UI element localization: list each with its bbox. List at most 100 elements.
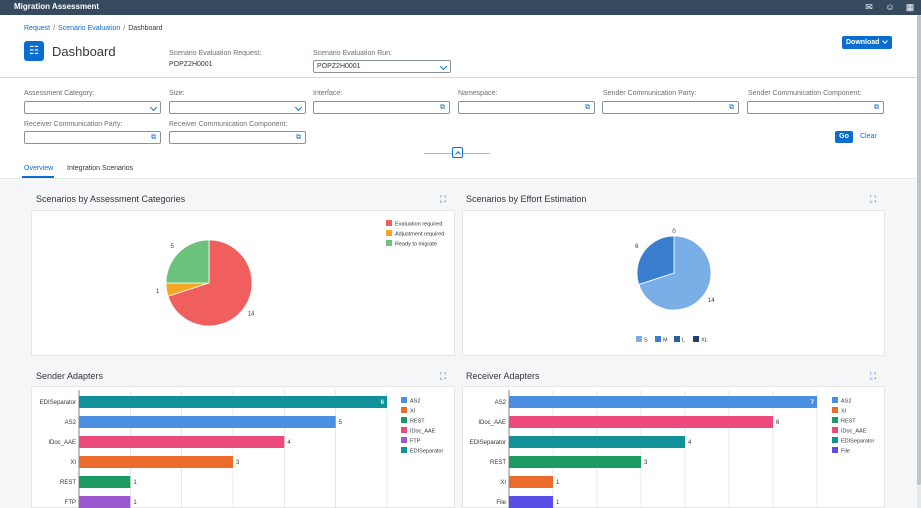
receiver-component-label: Receiver Communication Component:	[169, 121, 288, 128]
legend-swatch-idoc-aae	[832, 427, 838, 433]
tab-integration-scenarios[interactable]: Integration Scenarios	[67, 165, 134, 172]
value-help-icon[interactable]: ⧉	[585, 104, 590, 111]
tick-label-idoc-aae: IDoc_AAE	[478, 420, 506, 426]
clear-button[interactable]: Clear	[860, 133, 877, 140]
bar-xi	[79, 456, 233, 468]
interface-label: Interface:	[313, 90, 343, 97]
apps-grid-icon[interactable]: ▦	[905, 2, 915, 12]
chevron-down-icon	[439, 62, 448, 71]
data-label-xi: 3	[236, 460, 240, 466]
legend-swatch-rest	[832, 417, 838, 423]
legend-item-ediseparator: EDISeparator	[410, 449, 443, 455]
legend-swatch-ediseparator	[832, 437, 838, 443]
legend-item-as2: AS2	[410, 399, 420, 405]
legend-item-ediseparator: EDISeparator	[841, 439, 874, 445]
data-label-evaluation-required: 14	[248, 312, 255, 318]
value-help-icon[interactable]: ⧉	[729, 104, 734, 111]
breadcrumb-request[interactable]: Request	[24, 25, 51, 32]
legend-item-as2: AS2	[841, 399, 851, 405]
data-label-zero: 0	[672, 229, 676, 235]
value-help-icon[interactable]: ⧉	[151, 134, 156, 141]
user-icon[interactable]: ☺	[885, 2, 895, 12]
assessment-categories-title: Scenarios by Assessment Categories	[36, 194, 186, 204]
pie-slice-s	[638, 235, 712, 311]
data-label-ftp: 1	[133, 500, 137, 506]
sender-adapters-chart: EDISeparator 6 AS2 5 IDoc_AAE 4 XI 3 REST 1 FTP 1 AS…	[40, 390, 443, 508]
bar-ediseparator	[509, 436, 685, 448]
chevron-down-icon	[149, 103, 158, 112]
assessment-category-label: Assessment Category:	[24, 90, 95, 97]
data-label-xi: 1	[556, 480, 560, 486]
shell-bar: Migration Assessment ✉ ☺ ▦	[0, 0, 921, 15]
run-select-value: POPZ2H0001	[317, 63, 361, 70]
bar-file	[509, 496, 553, 508]
data-label-adjustment-required: 1	[156, 289, 160, 295]
dashboard-app-icon: ☷	[24, 41, 44, 61]
download-label: Download	[846, 39, 880, 46]
legend-swatch-as2	[401, 397, 407, 403]
tick-label-ftp: FTP	[65, 500, 76, 506]
collapse-filter-button[interactable]	[452, 147, 463, 158]
legend-item-evaluation-required: Evaluation required	[395, 222, 442, 228]
tab-overview[interactable]: Overview	[24, 165, 54, 172]
breadcrumb-scenario-evaluation[interactable]: Scenario Evaluation	[58, 25, 121, 32]
legend-swatch-xi	[401, 407, 407, 413]
tick-label-file: File	[496, 500, 506, 506]
data-label-ediseparator: 4	[688, 440, 692, 446]
bar-idoc-aae	[79, 436, 285, 448]
bar-idoc-aae	[509, 416, 773, 428]
fullscreen-icon[interactable]: ⛶	[869, 194, 877, 204]
data-label-idoc-aae: 6	[776, 420, 780, 426]
request-value: POPZ2H0001	[169, 61, 213, 68]
value-help-icon[interactable]: ⧉	[874, 104, 879, 111]
legend-item-file: File	[841, 449, 850, 455]
legend-swatch-s	[636, 336, 642, 342]
sender-party-input[interactable]: ⧉	[602, 101, 739, 114]
fullscreen-icon[interactable]: ⛶	[869, 371, 877, 381]
assessment-category-select[interactable]	[24, 101, 161, 114]
assessment-categories-chart: 14 1 5 Evaluation required Adjustment requir…	[156, 220, 444, 327]
tick-label-idoc-aae: IDoc_AAE	[48, 440, 76, 446]
value-help-icon[interactable]: ⧉	[296, 134, 301, 141]
size-label: Size:	[169, 90, 185, 97]
namespace-input[interactable]: ⧉	[458, 101, 595, 114]
legend-swatch-file	[832, 447, 838, 453]
data-label-as2: 7	[811, 400, 815, 406]
page-title: Dashboard	[52, 44, 116, 59]
legend-swatch-adjustment-required	[386, 230, 392, 236]
bar-as2	[509, 396, 817, 408]
legend-item-ready-to-migrate: Ready to migrate	[395, 242, 437, 248]
legend-item-m: M	[663, 338, 668, 344]
request-label: Scenario Evaluation Request:	[169, 50, 262, 57]
go-button[interactable]: Go	[835, 131, 853, 143]
download-button[interactable]: Download	[842, 36, 892, 49]
interface-input[interactable]: ⧉	[313, 101, 450, 114]
data-label-idoc-aae: 4	[287, 440, 291, 446]
bar-ediseparator	[79, 396, 387, 408]
receiver-party-input[interactable]: ⧉	[24, 131, 161, 144]
fullscreen-icon[interactable]: ⛶	[439, 194, 447, 204]
receiver-component-input[interactable]: ⧉	[169, 131, 306, 144]
receiver-party-label: Receiver Communication Party:	[24, 121, 123, 128]
bar-ftp	[79, 496, 131, 508]
sender-component-input[interactable]: ⧉	[747, 101, 884, 114]
pie-slice-ready-to-migrate	[165, 239, 210, 284]
fullscreen-icon[interactable]: ⛶	[439, 371, 447, 381]
tick-label-ediseparator: EDISeparator	[40, 400, 76, 406]
legend-item-xi: XI	[410, 409, 416, 415]
value-help-icon[interactable]: ⧉	[440, 104, 445, 111]
size-select[interactable]	[169, 101, 306, 114]
legend-swatch-ediseparator	[401, 447, 407, 453]
filter-bar	[0, 78, 917, 180]
legend-item-rest: REST	[841, 419, 856, 425]
legend-swatch-evaluation-required	[386, 220, 392, 226]
legend-item-idoc-aae: IDoc_AAE	[410, 429, 436, 435]
notifications-icon[interactable]: ✉	[865, 2, 873, 12]
data-label-as2: 5	[339, 420, 343, 426]
data-label-s: 14	[708, 298, 715, 304]
run-select[interactable]: POPZ2H0001	[313, 60, 451, 73]
legend-item-xl: XL	[701, 338, 708, 344]
breadcrumb: Request / Scenario Evaluation / Dashboard	[24, 25, 163, 32]
scrollbar-thumb[interactable]	[917, 15, 921, 485]
tick-label-rest: REST	[60, 480, 76, 486]
